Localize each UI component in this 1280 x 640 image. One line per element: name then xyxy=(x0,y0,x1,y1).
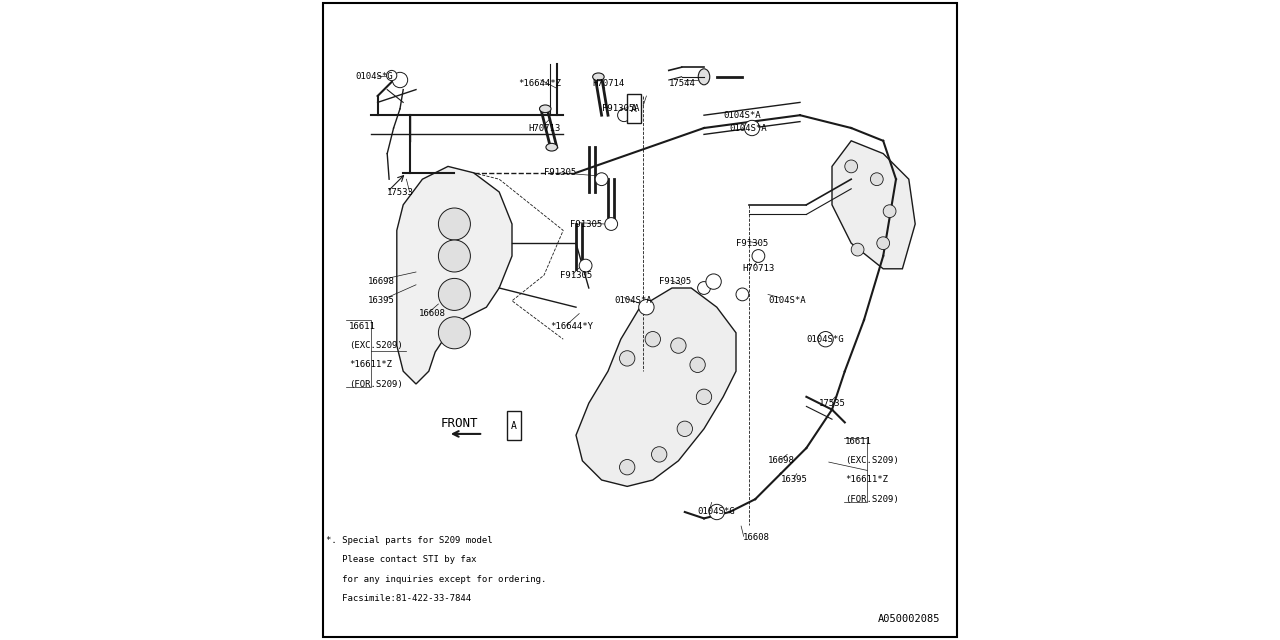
Circle shape xyxy=(620,460,635,475)
Text: 0104S*A: 0104S*A xyxy=(723,111,760,120)
Circle shape xyxy=(605,218,618,230)
Circle shape xyxy=(620,351,635,366)
PathPatch shape xyxy=(832,141,915,269)
Text: A: A xyxy=(631,104,636,114)
Text: F91305: F91305 xyxy=(659,277,691,286)
Circle shape xyxy=(595,173,608,186)
Circle shape xyxy=(753,250,765,262)
Text: 0104S*A: 0104S*A xyxy=(768,296,805,305)
Text: F91305: F91305 xyxy=(602,104,634,113)
PathPatch shape xyxy=(397,166,512,384)
Bar xyxy=(507,412,521,440)
PathPatch shape xyxy=(576,288,736,486)
Circle shape xyxy=(387,70,397,81)
Circle shape xyxy=(438,317,471,349)
Circle shape xyxy=(818,332,833,347)
Text: *16644*Z: *16644*Z xyxy=(518,79,562,88)
Text: 16608: 16608 xyxy=(742,533,769,542)
Text: H70714: H70714 xyxy=(591,79,625,88)
Text: 16698: 16698 xyxy=(768,456,795,465)
Text: F91305: F91305 xyxy=(570,220,602,228)
Text: A050002085: A050002085 xyxy=(878,614,941,624)
Text: 16395: 16395 xyxy=(369,296,394,305)
Circle shape xyxy=(696,389,712,404)
Circle shape xyxy=(645,332,660,347)
Text: 16611: 16611 xyxy=(348,322,375,331)
Ellipse shape xyxy=(699,69,709,85)
Text: A: A xyxy=(634,104,639,113)
Text: F91305: F91305 xyxy=(561,271,593,280)
Circle shape xyxy=(639,300,654,315)
Text: F91305: F91305 xyxy=(544,168,576,177)
Text: H70713: H70713 xyxy=(529,124,561,132)
Text: 17535: 17535 xyxy=(819,399,846,408)
Text: (FOR.S209): (FOR.S209) xyxy=(348,380,402,388)
Circle shape xyxy=(652,447,667,462)
Text: Please contact STI by fax: Please contact STI by fax xyxy=(326,556,477,564)
Circle shape xyxy=(877,237,890,250)
Text: 16608: 16608 xyxy=(420,309,445,318)
Circle shape xyxy=(883,205,896,218)
Text: *16644*Y: *16644*Y xyxy=(550,322,594,331)
Circle shape xyxy=(698,282,710,294)
Text: A: A xyxy=(511,420,517,431)
Ellipse shape xyxy=(547,143,558,151)
Circle shape xyxy=(438,208,471,240)
Bar xyxy=(627,94,641,123)
Circle shape xyxy=(671,338,686,353)
Circle shape xyxy=(709,504,724,520)
Text: Facsimile:81-422-33-7844: Facsimile:81-422-33-7844 xyxy=(326,594,471,603)
Text: (FOR.S209): (FOR.S209) xyxy=(845,495,899,504)
Ellipse shape xyxy=(540,105,550,113)
Text: 17544: 17544 xyxy=(668,79,695,88)
Circle shape xyxy=(618,109,630,122)
Text: 16395: 16395 xyxy=(781,476,808,484)
Circle shape xyxy=(870,173,883,186)
Text: (EXC.S209): (EXC.S209) xyxy=(348,341,402,350)
Text: 0104S*G: 0104S*G xyxy=(356,72,393,81)
Text: 0104S*A: 0104S*A xyxy=(614,296,652,305)
Text: H70713: H70713 xyxy=(742,264,774,273)
Circle shape xyxy=(736,288,749,301)
Text: 17533: 17533 xyxy=(387,188,413,196)
Circle shape xyxy=(707,274,722,289)
Circle shape xyxy=(690,357,705,372)
Text: 16611: 16611 xyxy=(845,437,872,446)
Text: 16698: 16698 xyxy=(369,277,394,286)
Text: (EXC.S209): (EXC.S209) xyxy=(845,456,899,465)
Text: FRONT: FRONT xyxy=(440,417,479,430)
Text: 0104S*A: 0104S*A xyxy=(730,124,767,132)
Circle shape xyxy=(392,72,408,88)
Text: *16611*Z: *16611*Z xyxy=(348,360,392,369)
Circle shape xyxy=(579,259,591,272)
Text: 0104S*G: 0104S*G xyxy=(806,335,844,344)
Circle shape xyxy=(851,243,864,256)
Circle shape xyxy=(745,120,760,136)
Text: *16611*Z: *16611*Z xyxy=(845,476,888,484)
Circle shape xyxy=(438,240,471,272)
Circle shape xyxy=(438,278,471,310)
Ellipse shape xyxy=(593,73,604,81)
Circle shape xyxy=(677,421,692,436)
Text: F91305: F91305 xyxy=(736,239,768,248)
Text: *. Special parts for S209 model: *. Special parts for S209 model xyxy=(326,536,493,545)
Text: for any inquiries except for ordering.: for any inquiries except for ordering. xyxy=(326,575,547,584)
Text: 0104S*G: 0104S*G xyxy=(698,508,735,516)
Circle shape xyxy=(845,160,858,173)
